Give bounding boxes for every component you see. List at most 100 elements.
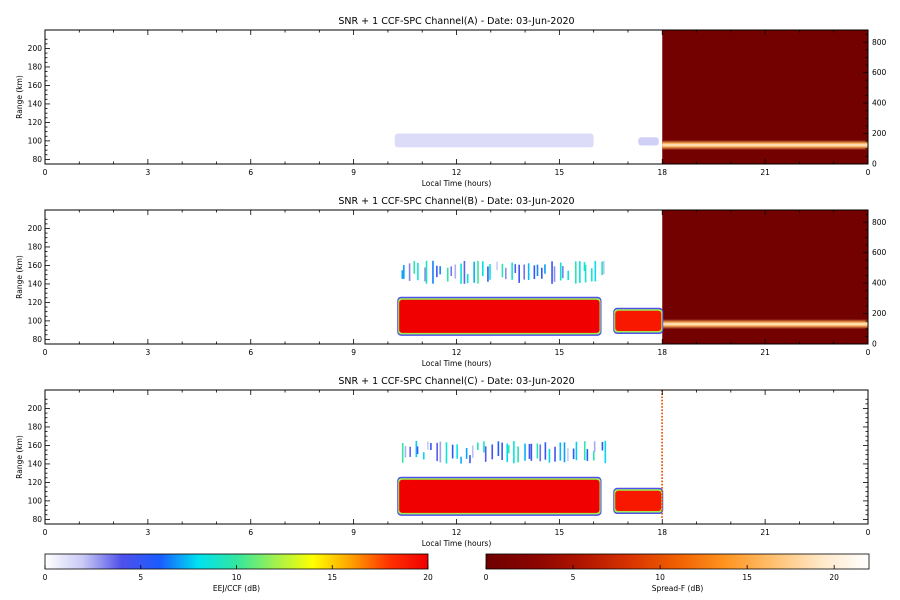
colorbar-label: EEJ/CCF (dB) bbox=[213, 584, 260, 593]
x-tick-label: 3 bbox=[145, 168, 150, 177]
echo-streak bbox=[416, 446, 419, 455]
x-tick-label: 21 bbox=[760, 528, 770, 537]
x-tick-label: 9 bbox=[351, 348, 356, 357]
echo-streak bbox=[469, 455, 471, 464]
echo-streak bbox=[562, 266, 564, 279]
echo-streak bbox=[496, 261, 498, 271]
panel-0: 0 3 6 9 12 15 18 21 0801001201401601802000200400… bbox=[15, 16, 887, 188]
echo-streak bbox=[601, 441, 604, 451]
echo-streak bbox=[463, 260, 466, 284]
echo-streak bbox=[456, 444, 458, 459]
y2-tick-label: 600 bbox=[872, 68, 887, 77]
echo-streak bbox=[540, 267, 543, 279]
echo-streak bbox=[460, 456, 462, 464]
echo-streak bbox=[511, 262, 513, 280]
echo-streak bbox=[594, 260, 597, 282]
echo-streak bbox=[536, 264, 539, 277]
edge-dash bbox=[661, 415, 663, 418]
edge-dash bbox=[661, 399, 663, 402]
colorbar-label: Spread-F (dB) bbox=[652, 584, 704, 593]
echo-streak bbox=[586, 449, 589, 461]
echo-streak bbox=[417, 262, 419, 281]
x-tick-label: 6 bbox=[248, 348, 253, 357]
echo-streak bbox=[439, 266, 441, 275]
x-tick-label: 0 bbox=[43, 168, 48, 177]
edge-dash bbox=[661, 493, 663, 496]
region-post-16h-blobs bbox=[613, 487, 664, 514]
colorbar-tick-label: 5 bbox=[571, 573, 576, 582]
block-core bbox=[399, 299, 600, 333]
region-upper-scattered-echoes bbox=[401, 440, 607, 464]
echo-streak bbox=[575, 441, 578, 461]
y-axis-label: Range (km) bbox=[15, 255, 24, 299]
echo-streak bbox=[403, 265, 405, 279]
y-tick-label: 180 bbox=[28, 423, 43, 432]
echo-streak bbox=[513, 441, 515, 464]
echo-streak bbox=[497, 441, 500, 457]
edge-dash bbox=[661, 480, 663, 483]
echo-streak bbox=[507, 445, 510, 454]
echo-streak bbox=[408, 263, 411, 281]
x-tick-label: 18 bbox=[657, 348, 667, 357]
edge-dash bbox=[661, 438, 663, 441]
colorbar-tick-label: 0 bbox=[43, 573, 48, 582]
echo-streak bbox=[501, 442, 503, 460]
echo-streak bbox=[601, 261, 603, 275]
echo-streak bbox=[425, 260, 428, 284]
x-tick-label: 0 bbox=[43, 528, 48, 537]
edge-dash bbox=[661, 503, 663, 505]
y-tick-label: 80 bbox=[32, 335, 42, 344]
echo-streak bbox=[518, 264, 520, 283]
y-tick-label: 100 bbox=[28, 316, 43, 325]
edge-dash bbox=[661, 499, 663, 502]
x-axis-label: Local Time (hours) bbox=[422, 539, 492, 548]
y-tick-label: 160 bbox=[28, 441, 43, 450]
y-tick-label: 80 bbox=[32, 155, 42, 164]
x-tick-label: 9 bbox=[351, 168, 356, 177]
edge-dash bbox=[661, 457, 663, 460]
echo-streak bbox=[460, 263, 462, 284]
x-tick-label: 0 bbox=[866, 168, 871, 177]
panel-title: SNR + 1 CCF-SPC Channel(A) - Date: 03-Ju… bbox=[338, 16, 574, 27]
panel-1: 0 3 6 9 12 15 18 21 0801001201401601802000200400… bbox=[15, 196, 887, 368]
echo-streak bbox=[489, 264, 491, 280]
y-tick-label: 180 bbox=[28, 243, 43, 252]
x-tick-label: 3 bbox=[145, 348, 150, 357]
y2-tick-label: 400 bbox=[872, 99, 887, 108]
echo-streak bbox=[487, 266, 489, 282]
echo-streak bbox=[454, 264, 457, 279]
echo-streak bbox=[445, 442, 448, 464]
echo-streak bbox=[465, 447, 468, 459]
weak-echo bbox=[394, 133, 594, 148]
echo-streak bbox=[579, 261, 581, 283]
echo-streak bbox=[551, 261, 553, 284]
echo-streak bbox=[491, 444, 494, 460]
echo-streak bbox=[584, 264, 587, 283]
edge-dash bbox=[661, 490, 663, 492]
y-tick-label: 120 bbox=[28, 298, 43, 307]
echo-streak bbox=[473, 261, 475, 283]
y-tick-label: 180 bbox=[28, 63, 43, 72]
edge-dash bbox=[661, 396, 663, 399]
echo-streak bbox=[574, 261, 577, 284]
y-tick-label: 80 bbox=[32, 515, 42, 524]
y2-tick-label: 200 bbox=[872, 129, 887, 138]
weak-echo bbox=[638, 137, 659, 146]
echo-streak bbox=[466, 273, 469, 284]
edge-dash bbox=[661, 422, 663, 424]
echo-streak bbox=[413, 260, 416, 274]
edge-dash bbox=[661, 428, 663, 431]
echo-streak bbox=[506, 443, 509, 463]
echo-streak bbox=[548, 448, 551, 463]
echo-streak bbox=[450, 266, 453, 277]
x-tick-label: 0 bbox=[866, 348, 871, 357]
edge-dash bbox=[661, 516, 663, 518]
edge-dash bbox=[661, 409, 663, 412]
edge-dash bbox=[661, 448, 663, 450]
y2-tick-label: 600 bbox=[872, 248, 887, 257]
edge-dash bbox=[661, 419, 663, 421]
edge-dash bbox=[661, 477, 663, 479]
x-tick-label: 9 bbox=[351, 528, 356, 537]
x-axis-label: Local Time (hours) bbox=[422, 179, 492, 188]
